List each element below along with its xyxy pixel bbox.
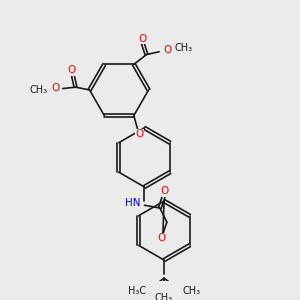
Text: H₃C: H₃C: [128, 286, 146, 296]
Text: CH₃: CH₃: [175, 43, 193, 52]
Text: CH₃: CH₃: [182, 286, 200, 296]
Text: CH₃: CH₃: [29, 85, 47, 95]
Text: CH₃: CH₃: [155, 293, 173, 300]
Text: HN: HN: [125, 198, 140, 208]
Text: O: O: [157, 233, 165, 243]
Text: O: O: [51, 83, 59, 93]
Text: O: O: [161, 186, 169, 196]
Text: O: O: [135, 129, 144, 140]
Text: O: O: [164, 45, 172, 55]
Text: O: O: [138, 34, 146, 44]
Text: O: O: [67, 65, 75, 75]
